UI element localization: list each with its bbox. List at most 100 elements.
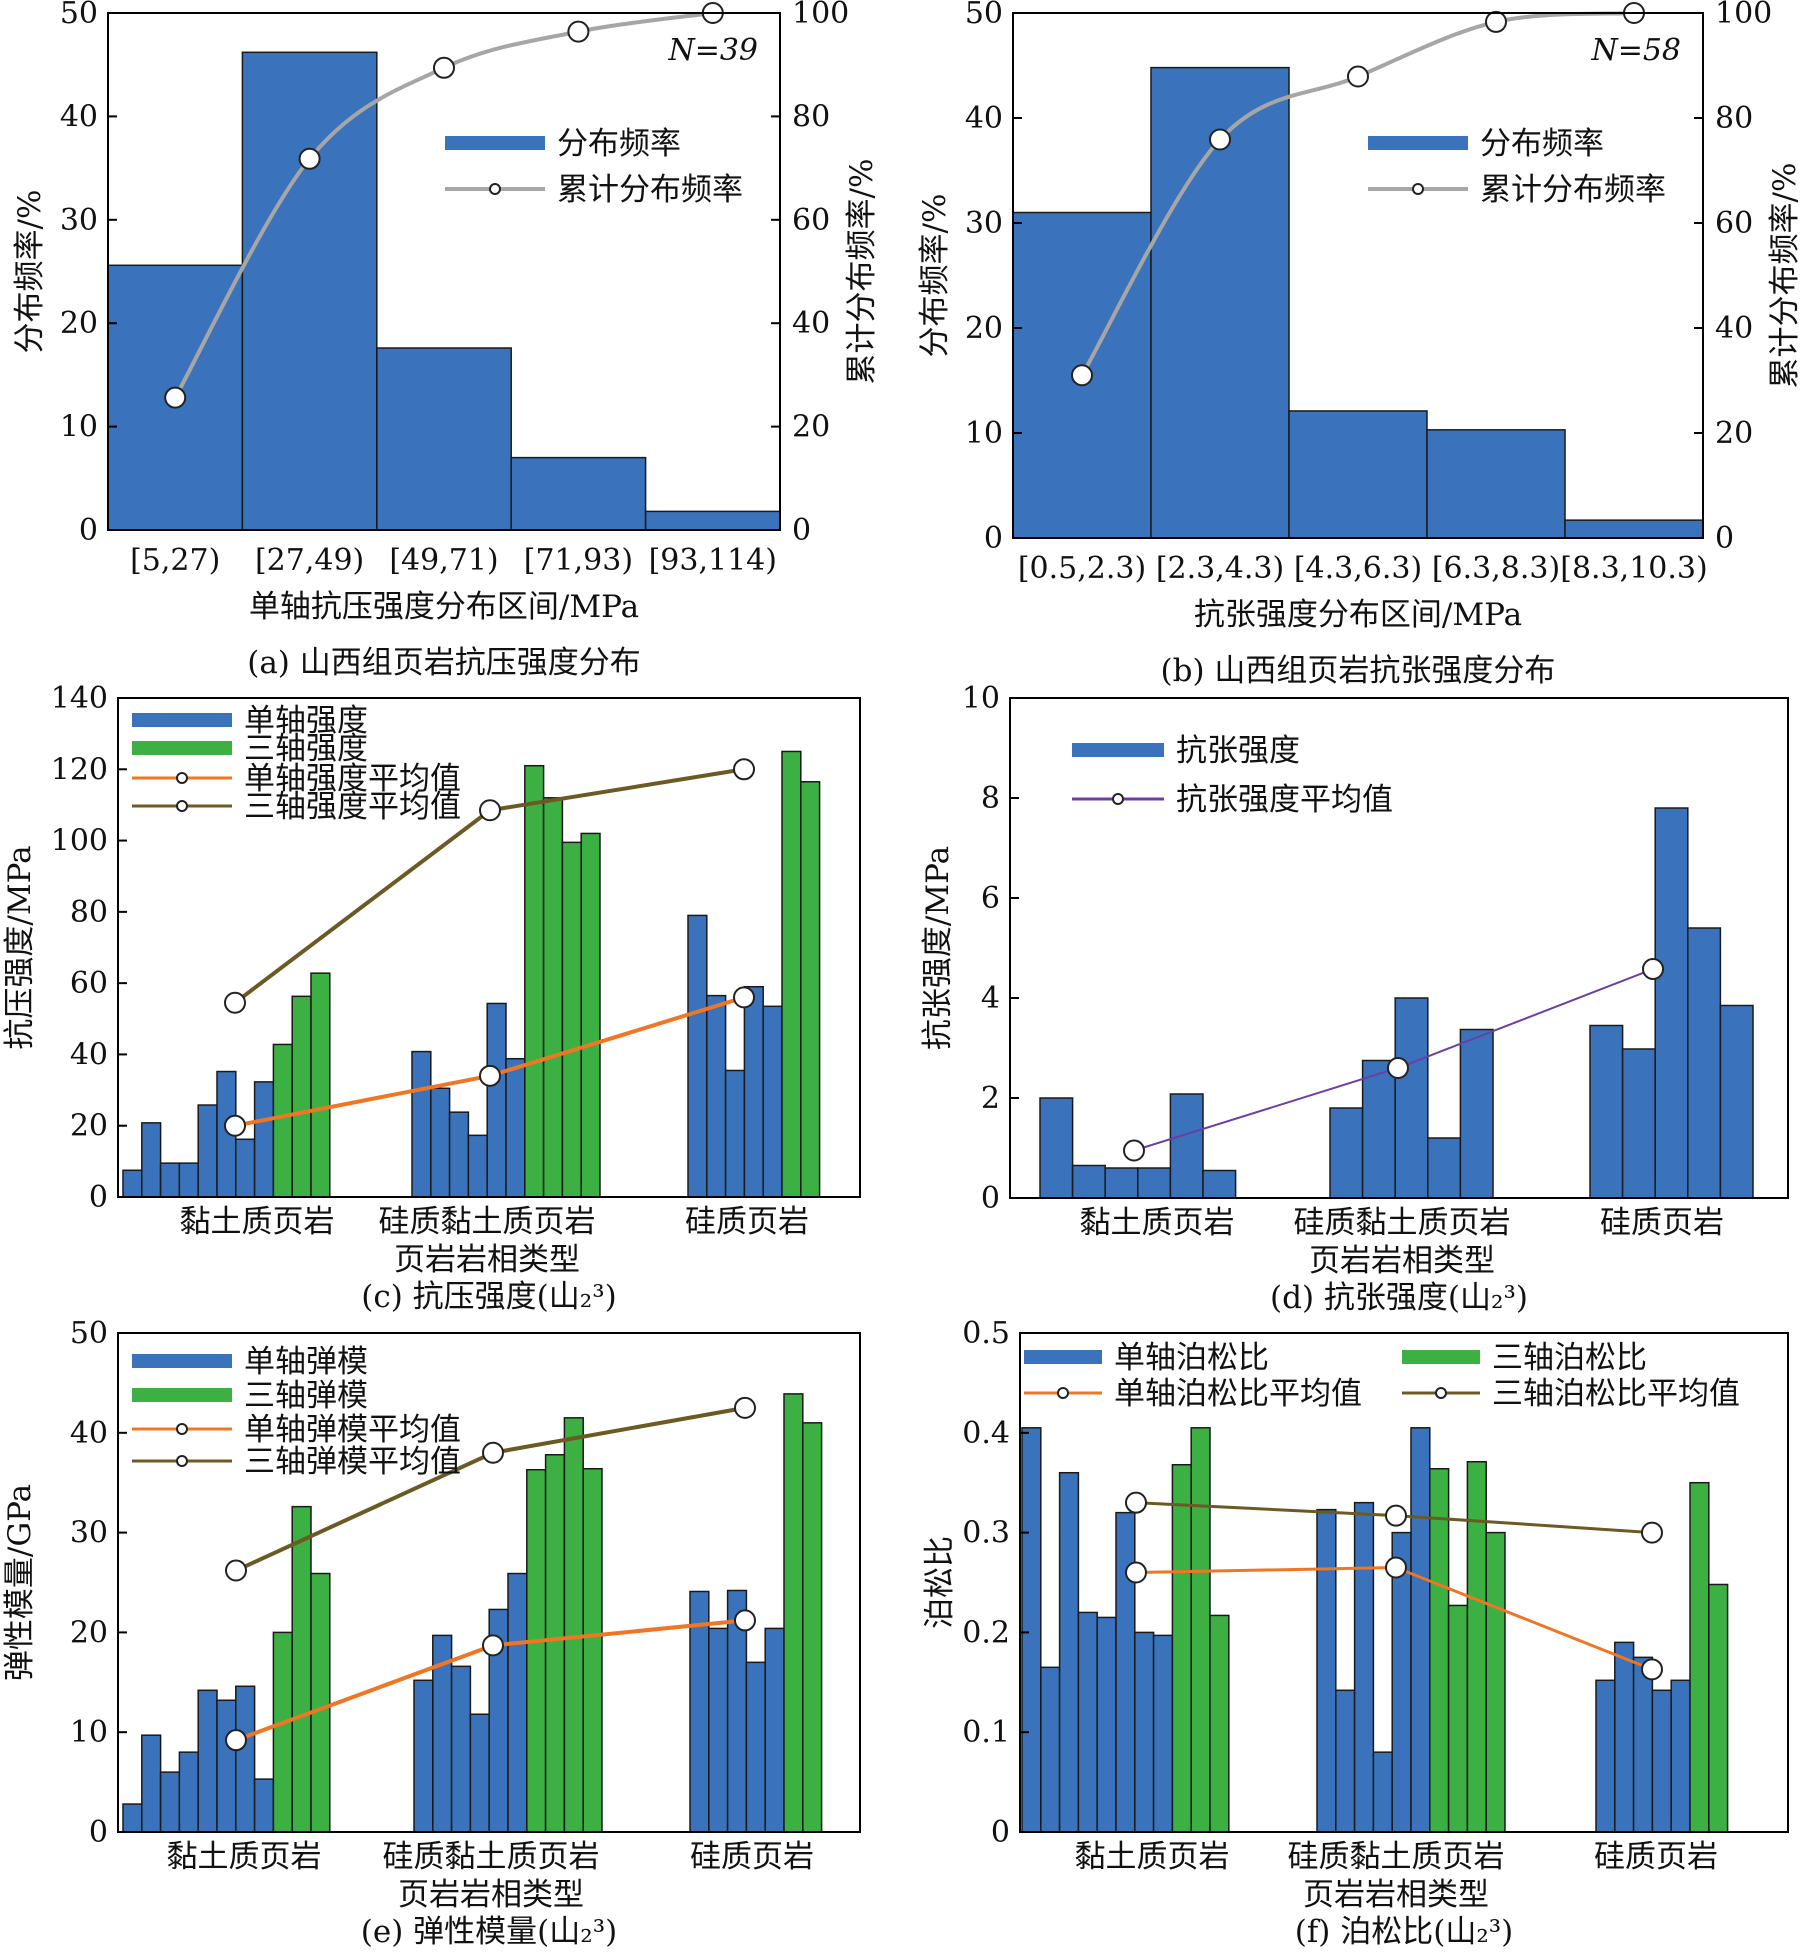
- uniaxial-bar: [486, 1002, 507, 1198]
- uniaxial-bar: [122, 1169, 143, 1198]
- y-tick-label: 100: [51, 824, 108, 859]
- tensile-bar: [1394, 997, 1429, 1199]
- y-tick-label: 0: [89, 1815, 108, 1850]
- tensile-bar: [1202, 1169, 1237, 1199]
- y-tick-label: 20: [70, 1109, 108, 1144]
- x-tick-label: [49,71): [389, 543, 498, 578]
- triaxial-bar: [800, 781, 821, 1198]
- chart-caption: (a) 山西组页岩抗压强度分布: [247, 645, 641, 681]
- uniaxial-bar: [235, 1138, 256, 1198]
- triaxial-bar: [310, 972, 331, 1198]
- uniaxial-bar: [469, 1713, 490, 1833]
- x-tick-label: [93,114): [649, 543, 777, 578]
- uniaxial-bar: [708, 1627, 729, 1833]
- legend-label: 抗张强度: [1176, 733, 1300, 769]
- cumulative-marker: [1347, 65, 1369, 88]
- chart-e: 0 10 20 30 40 50 黏土质页岩 硅质黏土质页岩 硅质页岩 单轴弹模三轴弹模单轴弹模平…: [2, 1316, 861, 1950]
- mean-marker: [734, 1396, 756, 1419]
- y2-tick-label: 60: [792, 203, 830, 238]
- uniaxial-bar: [1021, 1427, 1042, 1833]
- histogram-bar: [1288, 410, 1428, 539]
- cumulative-marker: [1485, 10, 1507, 33]
- plot-frame: [117, 697, 861, 1198]
- x-tick-label: 黏土质页岩: [167, 1839, 322, 1875]
- histogram-bar: [376, 347, 512, 531]
- legend-marker: [1435, 1387, 1447, 1399]
- y-tick-label: 140: [51, 681, 108, 716]
- x-axis-label: 页岩岩相类型: [398, 1877, 584, 1913]
- uniaxial-bar: [430, 1087, 451, 1198]
- y-tick-label: 50: [70, 1316, 108, 1351]
- uniaxial-bar: [1410, 1427, 1431, 1833]
- triaxial-bar: [561, 841, 582, 1198]
- cumulative-marker: [1209, 128, 1231, 151]
- y-tick-label: 0: [79, 513, 98, 548]
- x-tick-label: 硅质黏土质页岩: [1288, 1839, 1505, 1875]
- tensile-bar: [1169, 1093, 1204, 1199]
- tensile-bar: [1361, 1059, 1396, 1199]
- cumulative-line: [173, 11, 714, 399]
- uniaxial-bar: [450, 1665, 472, 1833]
- triaxial-bar: [526, 1468, 547, 1833]
- y-tick-label: 40: [60, 99, 98, 134]
- legend-label: 单轴强度平均值: [244, 761, 461, 797]
- mean-marker: [224, 991, 246, 1014]
- y-tick-label: 60: [70, 966, 108, 1001]
- chart-a: 0 10 20 30 40 50 0 20 40 60 80 100 [5,27) [27,49) [49,…: [12, 0, 880, 681]
- uniaxial-bar: [413, 1679, 434, 1833]
- y-tick-label: 0.3: [962, 1516, 1010, 1551]
- triaxial-bar: [1209, 1614, 1230, 1833]
- uniaxial-bar: [216, 1699, 237, 1833]
- uniaxial-bar: [1058, 1471, 1080, 1833]
- uniaxial-bar: [178, 1162, 199, 1198]
- legend-label: 累计分布频率: [1480, 172, 1666, 208]
- x-axis-label: 页岩岩相类型: [1309, 1243, 1495, 1279]
- legend-label: 三轴泊松比平均值: [1492, 1376, 1740, 1412]
- x-tick-label: [27,49): [255, 543, 364, 578]
- triaxial-bar: [781, 750, 802, 1198]
- cumulative-line: [1080, 11, 1635, 377]
- mean-marker: [1125, 1561, 1147, 1584]
- chart-caption: (e) 弹性模量(山₂³): [361, 1914, 617, 1950]
- uniaxial-bar: [1670, 1679, 1691, 1833]
- cumulative-marker: [433, 56, 455, 79]
- y-tick-label: 50: [60, 0, 98, 31]
- histogram-bar: [1426, 429, 1566, 539]
- triaxial-bar: [1171, 1463, 1192, 1833]
- legend-marker: [176, 1423, 188, 1435]
- x-tick-label: [0.5,2.3): [1018, 551, 1146, 586]
- mean-marker: [224, 1114, 246, 1137]
- tensile-bar: [1687, 927, 1722, 1199]
- uniaxial-bar: [159, 1771, 181, 1833]
- tensile-bar: [1654, 807, 1689, 1199]
- plot-frame: [1019, 1332, 1789, 1833]
- triaxial-bar: [582, 1467, 603, 1833]
- mean-marker: [479, 1064, 501, 1087]
- uniaxial-bar: [197, 1689, 218, 1833]
- triaxial-bar: [1429, 1467, 1450, 1833]
- chart-caption: (d) 抗张强度(山₂³): [1270, 1280, 1528, 1316]
- triaxial-bar: [563, 1417, 584, 1833]
- uniaxial-bar: [122, 1803, 143, 1833]
- y-tick-label: 0: [984, 521, 1003, 556]
- triaxial-bar: [783, 1393, 804, 1833]
- cumulative-marker: [164, 386, 187, 409]
- legend-label: 三轴弹模平均值: [244, 1444, 461, 1480]
- uniaxial-bar: [467, 1134, 488, 1198]
- uniaxial-bar: [1152, 1634, 1174, 1833]
- cumulative-marker: [567, 20, 590, 43]
- triaxial-bar: [291, 995, 312, 1198]
- y-tick-label: 10: [70, 1715, 108, 1750]
- uniaxial-bar: [1372, 1751, 1393, 1833]
- x-axis-label: 单轴抗压强度分布区间/MPa: [249, 589, 639, 625]
- mean-marker: [225, 1729, 247, 1752]
- mean-marker: [1387, 1057, 1409, 1079]
- triaxial-bar: [272, 1631, 293, 1833]
- uniaxial-bar: [253, 1778, 275, 1833]
- y-tick-label: 0.2: [962, 1615, 1010, 1650]
- y2-tick-label: 60: [1715, 206, 1753, 241]
- triaxial-bar: [544, 1454, 566, 1833]
- mean-marker: [733, 758, 755, 781]
- x-tick-label: [71,93): [524, 543, 633, 578]
